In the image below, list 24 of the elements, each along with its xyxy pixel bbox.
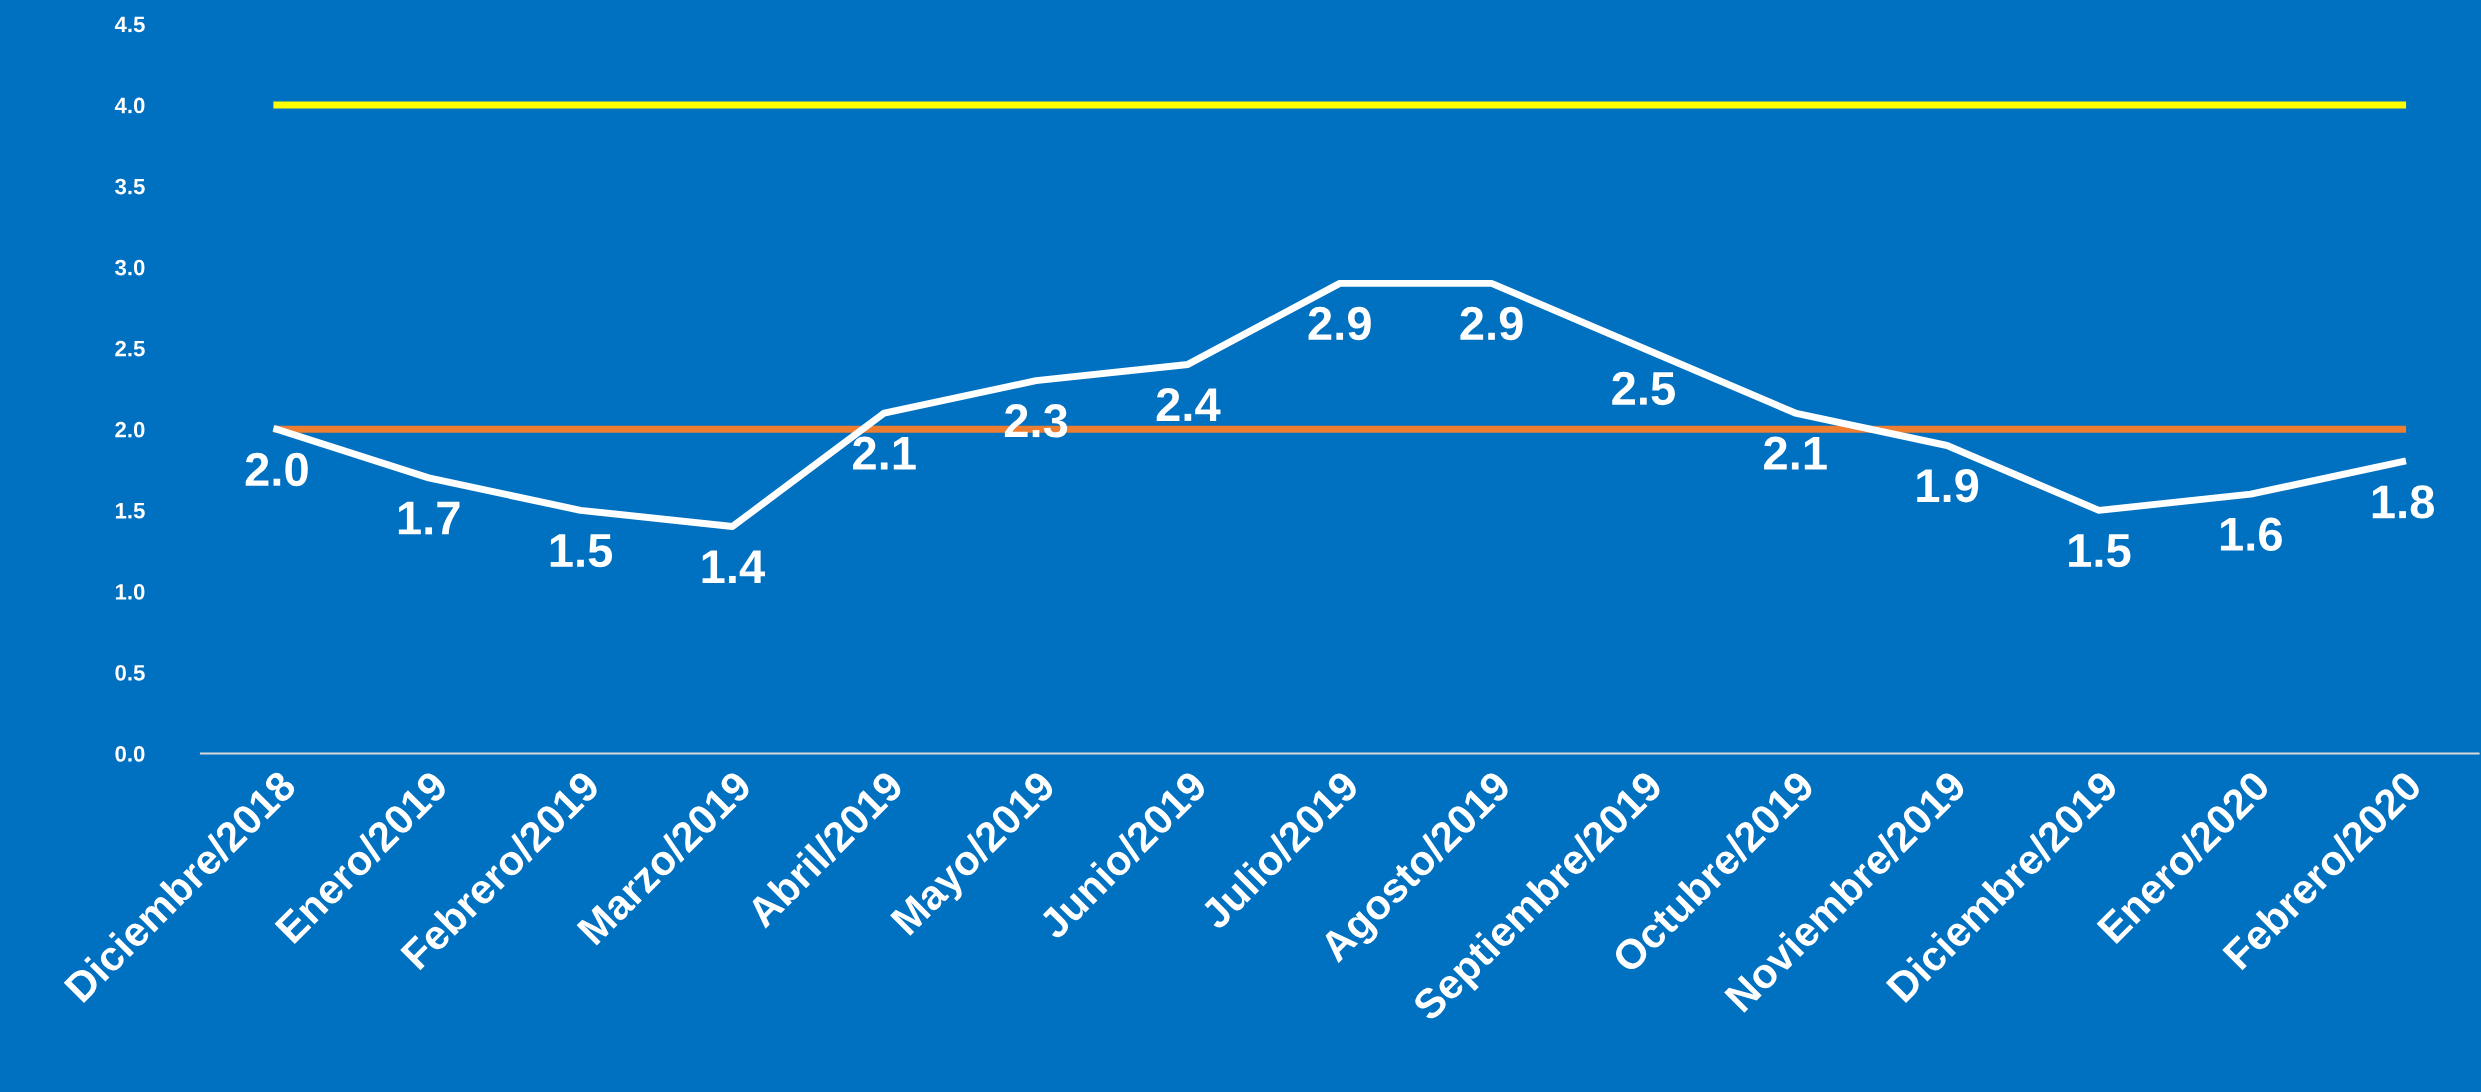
data-label: 1.9 <box>1917 468 1979 503</box>
data-label: 1.8 <box>2372 485 2434 519</box>
y-tick-label: 3.5 <box>115 178 145 195</box>
data-label: 1.4 <box>702 550 765 583</box>
y-tick-label: 2.5 <box>115 340 145 357</box>
data-label: 2.9 <box>1460 306 1523 341</box>
data-label: 2.0 <box>245 452 308 487</box>
y-tick-label: 1.0 <box>115 583 145 600</box>
data-label: 2.5 <box>1612 371 1675 406</box>
y-tick-label: 2.0 <box>115 421 145 438</box>
data-label: 2.1 <box>1764 436 1827 470</box>
data-label: 1.5 <box>550 534 613 568</box>
data-label: 1.7 <box>398 501 460 535</box>
y-tick-label: 0.5 <box>115 664 145 681</box>
data-label: 1.6 <box>2220 517 2282 552</box>
y-tick-label: 3.0 <box>115 259 145 276</box>
data-label: 2.9 <box>1308 306 1371 341</box>
data-label: 2.4 <box>1156 387 1221 421</box>
data-label: 2.1 <box>853 436 916 470</box>
data-label: 1.5 <box>2069 534 2131 568</box>
y-tick-label: 4.5 <box>114 16 145 33</box>
y-tick-label: 4.0 <box>114 97 145 114</box>
y-tick-label: 0.0 <box>115 746 145 762</box>
y-tick-label: 1.5 <box>115 503 145 519</box>
